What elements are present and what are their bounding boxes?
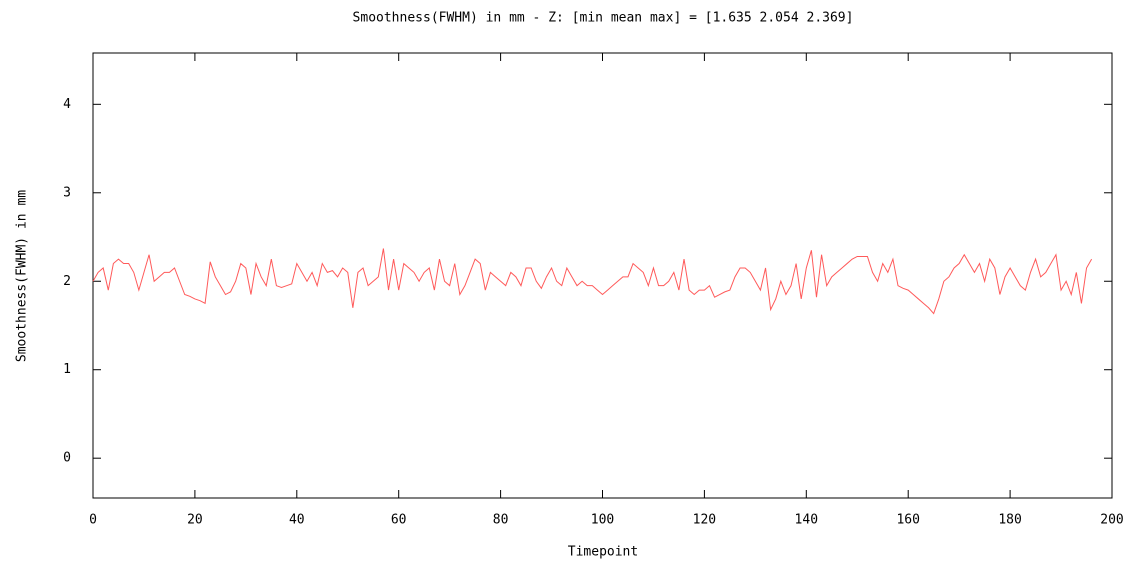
- x-tick-label: 160: [896, 513, 919, 528]
- x-tick-label: 60: [391, 513, 407, 528]
- y-axis-label: Smoothness(FWHM) in mm: [15, 190, 30, 362]
- x-tick-label: 140: [795, 513, 818, 528]
- x-tick-label: 120: [693, 513, 716, 528]
- x-tick-label: 20: [187, 513, 203, 528]
- x-axis-label: Timepoint: [568, 545, 638, 560]
- x-tick-label: 0: [89, 513, 97, 528]
- x-tick-label: 180: [998, 513, 1021, 528]
- y-tick-label: 0: [63, 451, 71, 466]
- y-tick-label: 1: [63, 362, 71, 377]
- data-line: [92, 248, 1093, 315]
- x-tick-label: 80: [493, 513, 509, 528]
- y-tick-label: 4: [63, 97, 71, 112]
- chart-title: Smoothness(FWHM) in mm - Z: [min mean ma…: [353, 11, 854, 26]
- plot-frame: [92, 52, 1113, 499]
- y-tick-label: 3: [63, 185, 71, 200]
- x-tick-label: 40: [289, 513, 305, 528]
- x-tick-label: 100: [591, 513, 614, 528]
- x-tick-label: 200: [1100, 513, 1123, 528]
- y-tick-label: 2: [63, 274, 71, 289]
